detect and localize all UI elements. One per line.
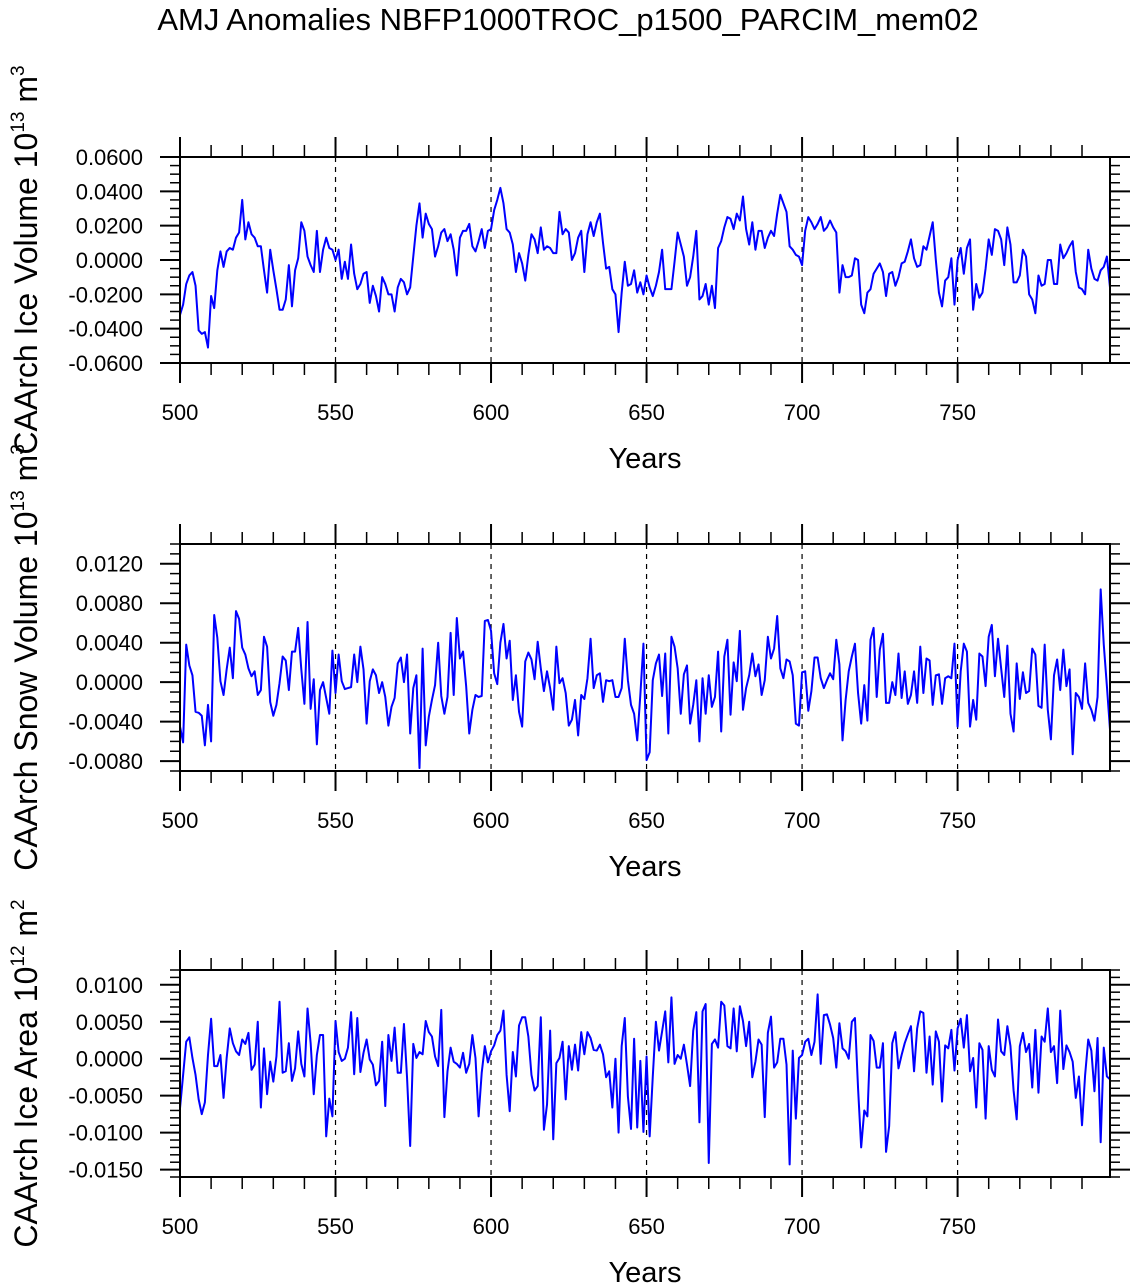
y-tick-label: 0.0200	[76, 214, 143, 239]
y-tick-label: 0.0040	[76, 631, 143, 656]
x-tick-label: 550	[317, 400, 354, 425]
y-axis-label: CAArch Snow Volume 1013 m3	[8, 444, 44, 871]
x-axis-label: Years	[608, 1257, 681, 1287]
x-tick-label: 500	[162, 400, 199, 425]
y-tick-label: 0.0000	[76, 1047, 143, 1072]
x-tick-label: 550	[317, 1214, 354, 1239]
y-axis-label-text: CAArch Ice Area 10	[8, 967, 44, 1248]
x-tick-label: 700	[784, 400, 821, 425]
y-axis-label-superscript: 3	[8, 65, 29, 76]
series-line	[179, 186, 1111, 349]
y-tick-label: -0.0400	[68, 317, 143, 342]
y-axis-label-text: m	[8, 455, 44, 491]
chart-title: AMJ Anomalies NBFP1000TROC_p1500_PARCIM_…	[157, 2, 979, 37]
x-tick-label: 650	[628, 400, 665, 425]
panel-3: 500 550 600 650 700 750 Years 0.0100 0.0050 0.000…	[8, 899, 1130, 1287]
x-tick-label: 500	[162, 808, 199, 833]
x-tick-label: 700	[784, 808, 821, 833]
y-tick-label: 0.0600	[76, 145, 143, 170]
x-tick-label: 550	[317, 808, 354, 833]
x-tick-label: 600	[473, 808, 510, 833]
plot-frame	[179, 543, 1111, 772]
x-tick-label: 600	[473, 1214, 510, 1239]
y-axis-label-superscript: 13	[8, 112, 29, 133]
y-axis-label-superscript: 2	[8, 899, 29, 910]
y-tick-label: -0.0050	[68, 1084, 143, 1109]
panel-2: 500 550 600 650 700 750 Years 0.0120 0.0080 0.004…	[8, 444, 1130, 883]
x-tick-label: 750	[939, 1214, 976, 1239]
y-tick-label: -0.0040	[68, 710, 143, 735]
panel-1: 500 550 600 650 700 750 Years 0.0600 0.0400 0.020…	[8, 65, 1130, 475]
x-tick-label: 750	[939, 400, 976, 425]
y-axis-label: CAArch Ice Volume 1013 m3	[8, 65, 44, 454]
y-tick-label: 0.0050	[76, 1010, 143, 1035]
y-tick-label: -0.0100	[68, 1121, 143, 1146]
series-line	[179, 588, 1111, 770]
x-tick-label: 650	[628, 808, 665, 833]
y-axis-label-superscript: 13	[8, 490, 29, 511]
y-axis-label-text: m	[8, 910, 44, 946]
x-tick-label: 700	[784, 1214, 821, 1239]
series-line	[179, 993, 1111, 1166]
y-tick-label: 0.0000	[76, 248, 143, 273]
x-tick-label: 650	[628, 1214, 665, 1239]
y-axis-label-text: CAArch Snow Volume 10	[8, 511, 44, 870]
y-axis-label-text: m	[8, 76, 44, 112]
y-tick-label: -0.0600	[68, 351, 143, 376]
x-tick-label: 600	[473, 400, 510, 425]
y-tick-label: 0.0100	[76, 973, 143, 998]
y-tick-label: -0.0080	[68, 749, 143, 774]
x-tick-label: 750	[939, 808, 976, 833]
x-axis-label: Years	[608, 443, 681, 475]
y-axis-label-superscript: 3	[8, 444, 29, 455]
y-axis-label-superscript: 12	[8, 945, 29, 966]
y-tick-label: 0.0000	[76, 670, 143, 695]
x-axis-label: Years	[608, 851, 681, 883]
y-axis-label: CAArch Ice Area 1012 m2	[8, 899, 44, 1247]
y-tick-label: -0.0150	[68, 1158, 143, 1183]
y-tick-label: 0.0080	[76, 591, 143, 616]
x-tick-label: 500	[162, 1214, 199, 1239]
y-tick-label: 0.0400	[76, 179, 143, 204]
y-tick-label: 0.0120	[76, 552, 143, 577]
y-tick-label: -0.0200	[68, 282, 143, 307]
y-axis-label-text: CAArch Ice Volume 10	[8, 133, 44, 455]
